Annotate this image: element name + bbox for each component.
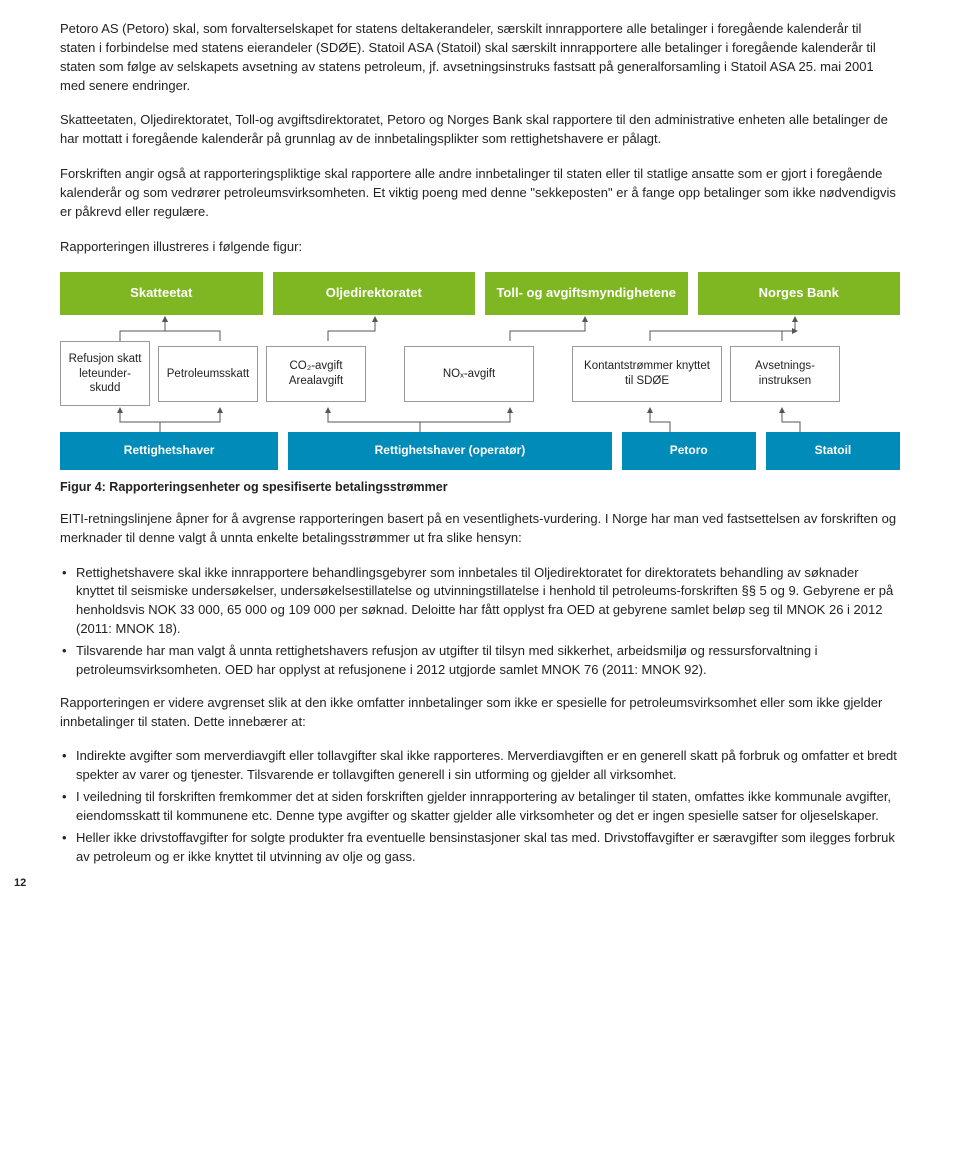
paragraph-4: Rapporteringen illustreres i følgende fi… (60, 238, 900, 257)
box-oljedirektoratet: Oljedirektoratet (273, 272, 476, 315)
list-item: I veiledning til forskriften fremkommer … (60, 788, 900, 826)
box-refusjon: Refusjon skatt leteunder­skudd (60, 341, 150, 406)
diagram-top-row: Skatteetat Oljedirektoratet Toll- og avg… (60, 272, 900, 315)
paragraph-2: Skatteetaten, Oljedirektoratet, Toll-og … (60, 111, 900, 149)
box-rettighetshaver: Rettighetshaver (60, 432, 278, 469)
box-petoro: Petoro (622, 432, 756, 469)
box-toll-avgift: Toll- og avgifts­myndighetene (485, 272, 688, 315)
box-co2: CO₂-avgift Arealavgift (266, 346, 366, 402)
box-kontantstrommer: Kontantstrømmer knyttet til SDØE (572, 346, 722, 402)
diagram-top-connectors (60, 315, 900, 341)
paragraph-3: Forskriften angir også at rapporteringsp… (60, 165, 900, 222)
diagram-bottom-connectors (60, 406, 900, 432)
paragraph-6: Rapporteringen er videre avgrenset slik … (60, 694, 900, 732)
box-rettighetshaver-operator: Rettighetshaver (operatør) (288, 432, 611, 469)
list-item: Indirekte avgifter som merverdiavgift el… (60, 747, 900, 785)
figure-caption: Figur 4: Rapporteringsenheter og spesifi… (60, 478, 900, 496)
box-norges-bank: Norges Bank (698, 272, 901, 315)
reporting-flow-diagram: Skatteetat Oljedirektoratet Toll- og avg… (60, 272, 900, 469)
list-item: Tilsvarende har man valgt å unnta rettig… (60, 642, 900, 680)
diagram-mid-row: Refusjon skatt leteunder­skudd Petroleum… (60, 341, 900, 406)
box-avsetning: Avsetnings­instruksen (730, 346, 840, 402)
page-number: 12 (14, 876, 26, 892)
bullet-list-1: Rettighetshavere skal ikke innrapportere… (60, 564, 900, 680)
box-skatteetat: Skatteetat (60, 272, 263, 315)
paragraph-5: EITI-retningslinjene åpner for å avgrens… (60, 510, 900, 548)
paragraph-1: Petoro AS (Petoro) skal, som forvalterse… (60, 20, 900, 95)
box-petroleumsskatt: Petroleums­skatt (158, 346, 258, 402)
list-item: Heller ikke drivstoffavgifter for solgte… (60, 829, 900, 867)
diagram-bottom-row: Rettighetshaver Rettighetshaver (operatø… (60, 432, 900, 469)
box-statoil: Statoil (766, 432, 900, 469)
list-item: Rettighetshavere skal ikke innrapportere… (60, 564, 900, 639)
bullet-list-2: Indirekte avgifter som merverdiavgift el… (60, 747, 900, 866)
box-nox: NOₓ-avgift (404, 346, 534, 402)
